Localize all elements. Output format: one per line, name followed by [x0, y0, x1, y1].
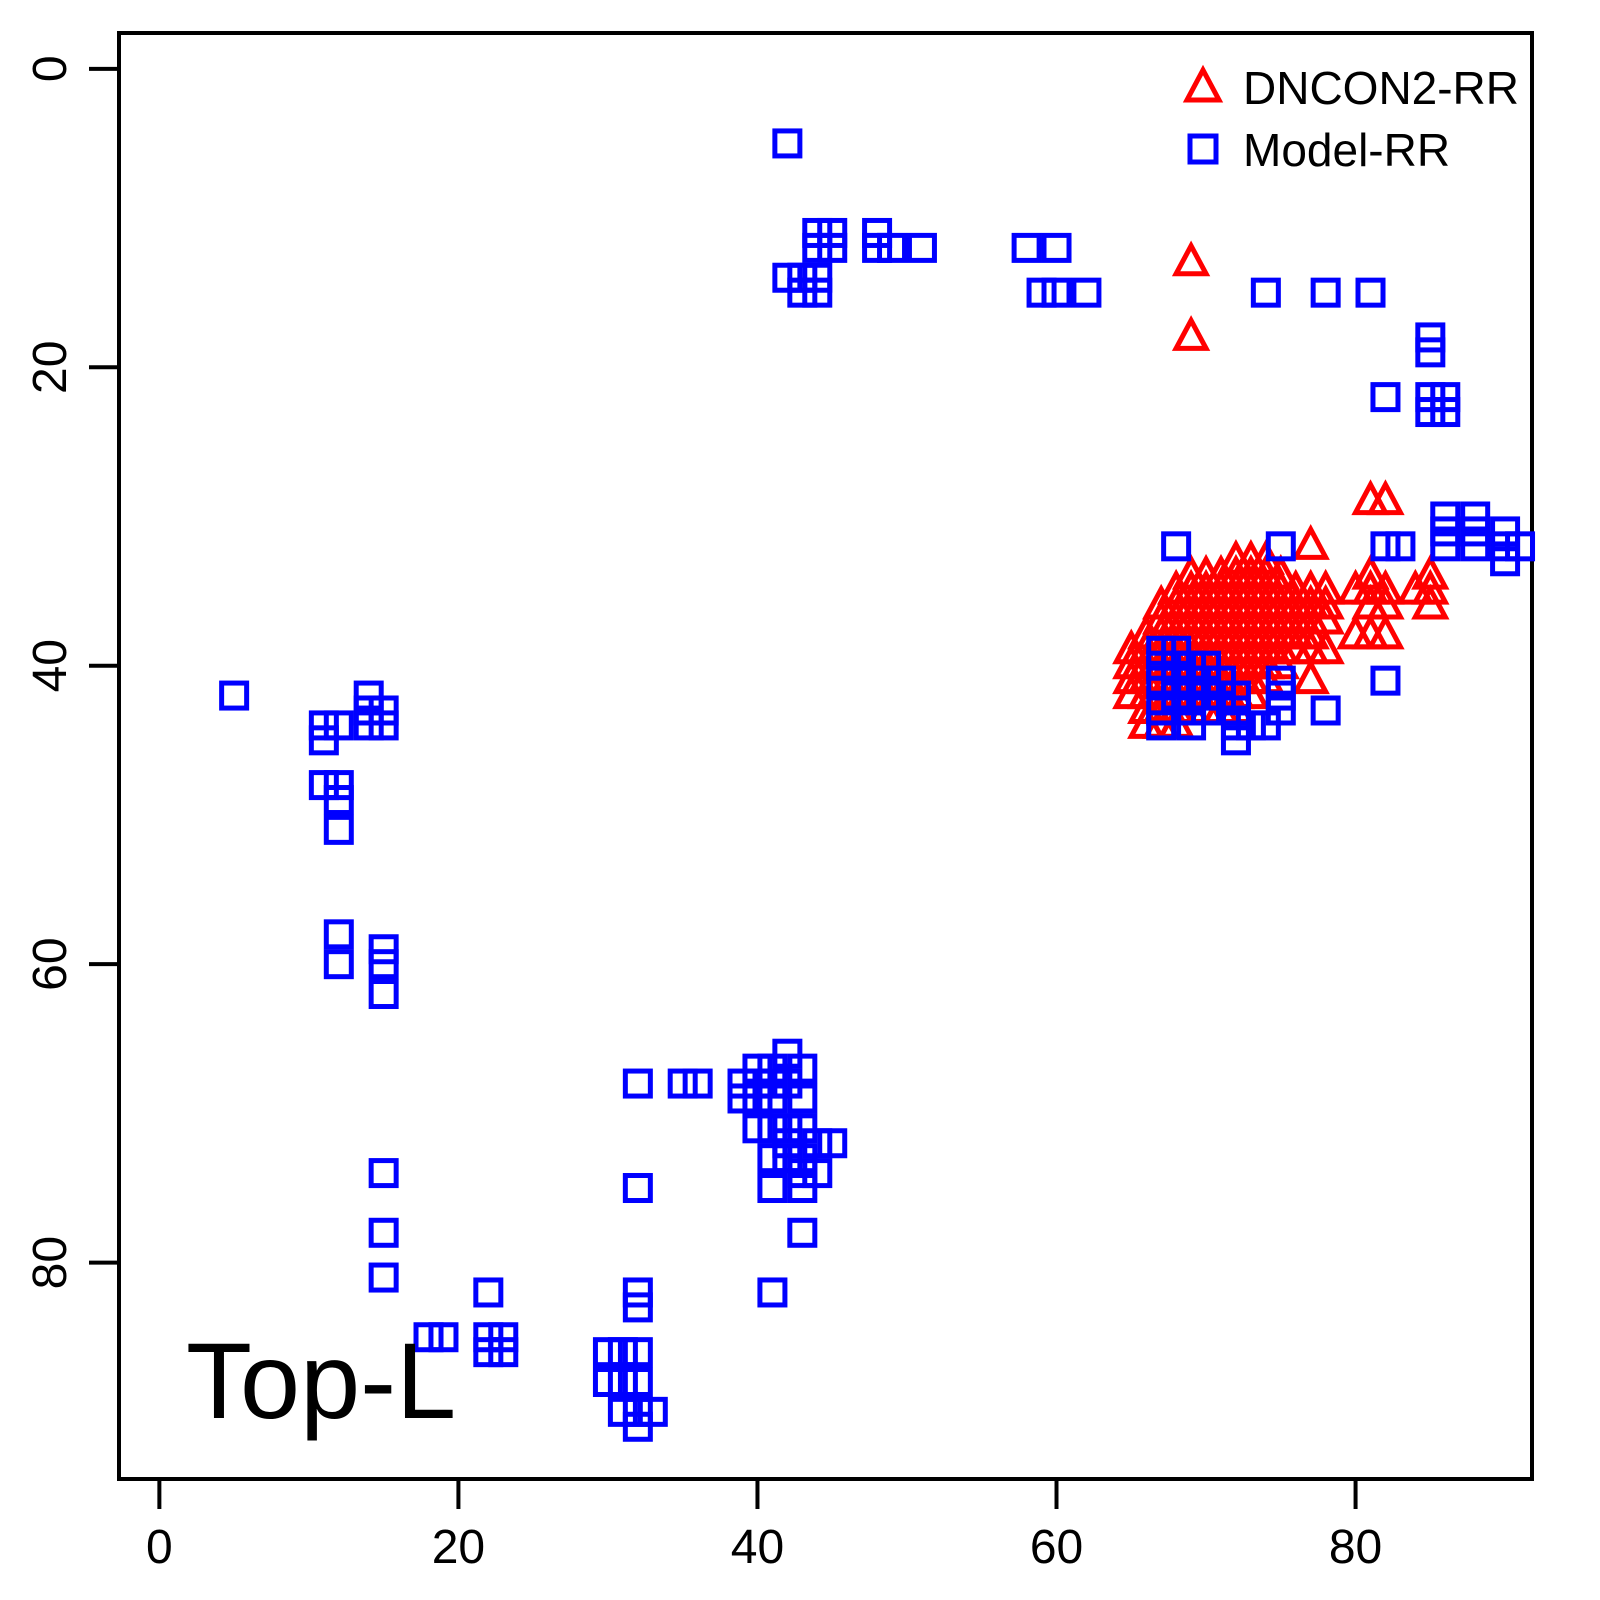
data-point-square — [1011, 232, 1042, 263]
data-point-square — [368, 949, 399, 980]
legend: DNCON2-RR Model-RR — [1182, 62, 1519, 176]
data-point-square — [1415, 337, 1446, 368]
data-point-triangle — [1411, 568, 1450, 605]
plot-annotation: Top-L — [186, 1320, 456, 1441]
data-point-square — [1370, 382, 1401, 413]
data-point-square — [1265, 531, 1296, 562]
data-point-square — [1146, 710, 1177, 741]
data-point-square — [787, 1173, 818, 1204]
data-point-square — [906, 232, 937, 263]
legend-triangle-icon — [1182, 64, 1224, 103]
data-point-square — [772, 128, 803, 159]
data-point-square — [323, 785, 354, 816]
data-point-square — [622, 1068, 653, 1099]
data-point-square — [219, 680, 250, 711]
data-point-square — [817, 1128, 848, 1159]
plot-box — [117, 31, 1534, 1481]
data-point-square — [368, 710, 399, 741]
data-point-square — [1071, 277, 1102, 308]
x-tick-label: 20 — [432, 1521, 485, 1574]
data-point-square — [473, 1277, 504, 1308]
data-point-square — [757, 1277, 788, 1308]
data-point-square — [1310, 277, 1341, 308]
data-point-square — [1250, 710, 1281, 741]
data-point-square — [323, 919, 354, 950]
data-point-square — [308, 725, 339, 756]
y-tick-label: 60 — [24, 937, 77, 990]
legend-square-icon — [1187, 133, 1219, 165]
data-point-triangle — [1306, 583, 1345, 620]
y-tick-label: 20 — [24, 341, 77, 394]
data-point-square — [1176, 710, 1207, 741]
y-tick-label: 40 — [24, 639, 77, 692]
y-tick-label: 0 — [24, 55, 77, 82]
data-point-square — [1430, 397, 1461, 428]
data-point-square — [1220, 725, 1251, 756]
data-point-square — [877, 232, 908, 263]
data-points — [219, 128, 1536, 1442]
data-point-square — [787, 1217, 818, 1248]
data-point-triangle — [1366, 479, 1405, 516]
data-point-triangle — [1171, 240, 1211, 277]
data-point-triangle — [1291, 524, 1330, 560]
data-point-square — [323, 814, 354, 845]
y-tick-label: 80 — [24, 1236, 77, 1289]
legend-label-model: Model-RR — [1243, 124, 1450, 176]
data-point-square — [488, 1337, 519, 1368]
data-point-triangle — [1366, 568, 1405, 605]
data-point-triangle — [1306, 628, 1345, 665]
x-tick-label: 60 — [1030, 1521, 1083, 1574]
data-point-square — [1355, 277, 1386, 308]
data-point-square — [368, 1262, 399, 1293]
data-point-square — [368, 979, 399, 1010]
data-point-square — [622, 1337, 653, 1368]
data-point-square — [682, 1068, 713, 1099]
y-axis: 0 20 40 60 80 — [24, 55, 119, 1289]
data-point-square — [622, 1411, 653, 1442]
x-axis: 0 20 40 60 80 — [146, 1479, 1382, 1574]
data-point-triangle — [1261, 643, 1300, 680]
data-point-triangle — [1411, 583, 1450, 620]
data-point-square — [757, 1173, 788, 1204]
data-point-square — [1490, 546, 1521, 577]
data-point-square — [428, 1322, 459, 1353]
data-point-square — [787, 1083, 818, 1114]
legend-label-dncon2: DNCON2-RR — [1243, 62, 1519, 114]
data-point-square — [622, 1292, 653, 1323]
data-point-square — [1041, 277, 1072, 308]
data-point-square — [1250, 277, 1281, 308]
data-point-triangle — [1171, 315, 1211, 351]
data-point-square — [817, 232, 848, 263]
data-point-square — [1460, 531, 1491, 562]
data-point-square — [622, 1173, 653, 1204]
x-tick-label: 80 — [1329, 1521, 1382, 1574]
data-point-square — [1310, 695, 1341, 726]
data-point-square — [1385, 531, 1416, 562]
data-point-triangle — [1291, 613, 1330, 650]
x-tick-label: 0 — [146, 1521, 173, 1574]
data-point-square — [1370, 665, 1401, 696]
data-point-triangle — [1366, 613, 1405, 650]
data-point-square — [1161, 531, 1192, 562]
data-point-square — [368, 1217, 399, 1248]
data-point-triangle — [1291, 658, 1330, 695]
data-point-square — [1041, 232, 1072, 263]
data-point-square — [323, 949, 354, 980]
data-point-square — [622, 1367, 653, 1398]
data-point-square — [368, 1158, 399, 1189]
x-tick-label: 40 — [731, 1521, 784, 1574]
data-point-square — [802, 277, 833, 308]
data-point-square — [1430, 531, 1461, 562]
data-point-square — [757, 1083, 788, 1114]
